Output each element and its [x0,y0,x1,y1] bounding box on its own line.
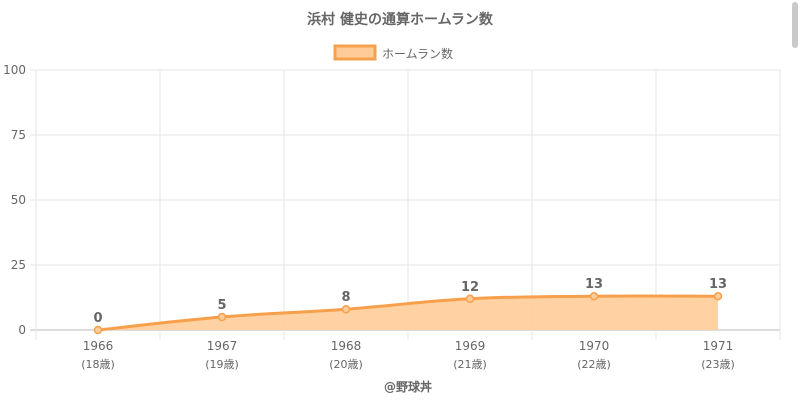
y-tick-label: 75 [11,128,26,142]
x-tick-sublabel: (22歳) [577,358,611,371]
series-home-runs [93,291,723,335]
x-tick-label: 1966 [83,339,114,353]
x-tick-sublabel: (18歳) [81,358,115,371]
scrollbar[interactable] [792,2,798,48]
x-tick-label: 1967 [207,339,238,353]
series-area [98,295,718,330]
legend-label: ホームラン数 [382,46,453,61]
grid [30,69,781,340]
credit-label: @野球丼 [384,379,432,394]
x-tick-sublabel: (21歳) [453,358,487,371]
y-tick-label: 25 [11,258,26,272]
y-tick-label: 50 [11,193,26,207]
x-tick-label: 1970 [579,339,610,353]
data-point [465,294,475,304]
x-axis: 1966 (18歳) 1967 (19歳) 1968 (20歳) 1969 (21歳) 1970… [81,339,735,371]
x-tick-sublabel: (20歳) [329,358,363,371]
y-axis: 0 25 50 75 100 [3,63,26,337]
data-label: 12 [461,280,479,295]
data-label: 13 [585,277,603,292]
data-label: 0 [93,311,102,326]
data-point [341,304,351,314]
data-point [713,291,723,301]
data-labels: 0 5 8 12 13 13 [93,277,727,326]
data-point [93,325,103,335]
legend-swatch [333,44,377,61]
data-point [589,291,599,301]
data-point [217,312,227,322]
x-tick-label: 1971 [703,339,734,353]
x-tick-label: 1969 [455,339,486,353]
data-label: 8 [341,290,350,305]
data-label: 5 [217,298,226,313]
y-tick-label: 100 [3,63,26,77]
x-tick-label: 1968 [331,339,362,353]
x-tick-sublabel: (19歳) [205,358,239,371]
data-label: 13 [709,277,727,292]
y-tick-label: 0 [18,323,26,337]
legend[interactable]: ホームラン数 [333,44,453,61]
chart-title: 浜村 健史の通算ホームラン数 [307,11,494,28]
series-line [97,294,719,332]
x-tick-sublabel: (23歳) [701,358,735,371]
